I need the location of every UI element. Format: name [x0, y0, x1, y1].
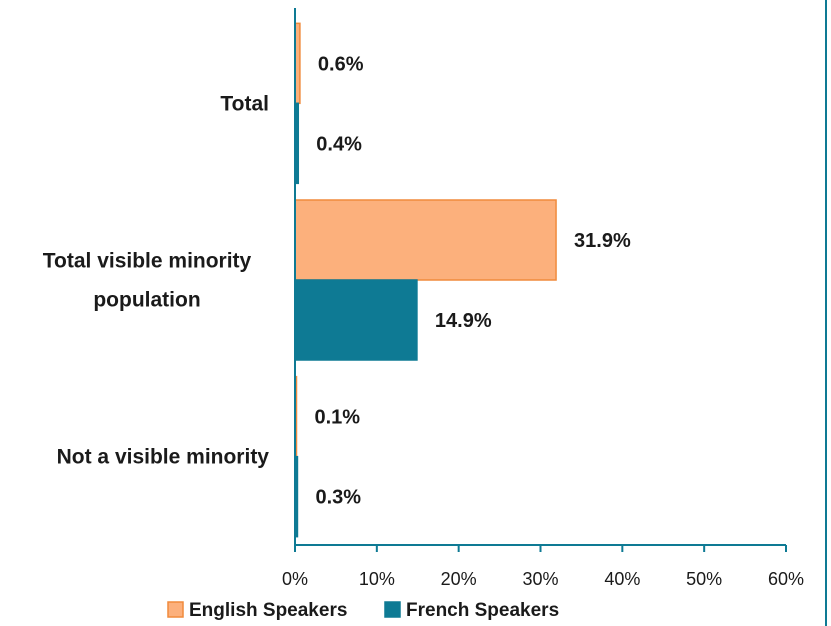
x-tick-label-3: 30% — [522, 569, 558, 589]
bar-english-1 — [294, 199, 557, 281]
legend-swatch-0 — [167, 601, 184, 618]
bars-layer — [294, 22, 557, 538]
legend-label-1: French Speakers — [406, 600, 559, 621]
bar-french-1 — [294, 279, 418, 361]
labels-layer: 0.6% 0.4% Total 31.9% 14.9% Total visible min… — [43, 53, 631, 508]
value-label-english-0: 0.6% — [318, 53, 364, 75]
axes-layer: 0% 10% 20% 30% 40% 50% 60% — [282, 8, 804, 589]
legend-label-0: English Speakers — [189, 600, 347, 621]
value-label-english-1: 31.9% — [574, 230, 631, 252]
value-label-french-2: 0.3% — [315, 487, 361, 509]
value-label-french-0: 0.4% — [316, 133, 362, 155]
legend: English Speakers French Speakers — [167, 600, 559, 621]
x-tick-label-2: 20% — [441, 569, 477, 589]
category-label-1: Total visible minority population — [43, 250, 252, 312]
x-tick-label-0: 0% — [282, 569, 308, 589]
x-tick-label-4: 40% — [604, 569, 640, 589]
legend-swatch-1 — [384, 601, 401, 618]
category-label-0: Total — [220, 92, 269, 115]
x-tick-label-1: 10% — [359, 569, 395, 589]
value-label-french-1: 14.9% — [435, 310, 492, 332]
value-label-english-2: 0.1% — [315, 407, 361, 429]
x-tick-label-5: 50% — [686, 569, 722, 589]
category-label-2: Not a visible minority — [57, 446, 270, 469]
x-tick-label-6: 60% — [768, 569, 804, 589]
